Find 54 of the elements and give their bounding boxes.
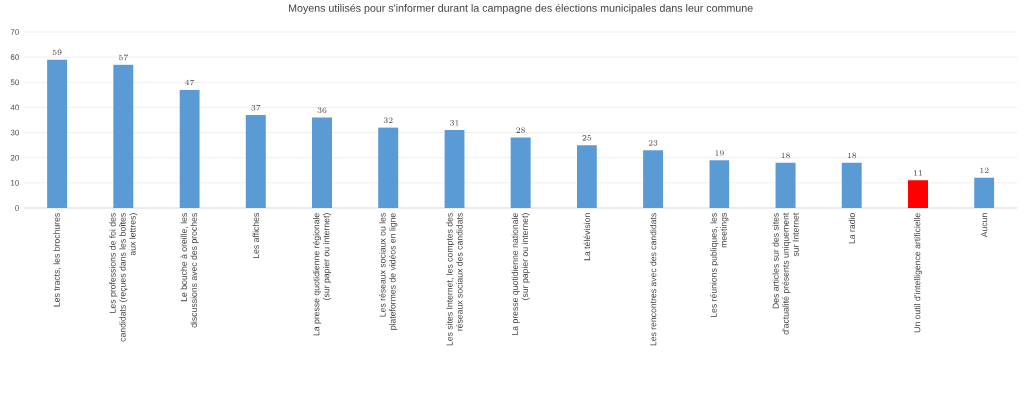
x-tick-label: Les tracts, les brochures xyxy=(53,213,61,307)
data-label: 12 xyxy=(980,167,989,174)
bar xyxy=(444,130,465,208)
data-label: 11 xyxy=(914,170,923,176)
x-tick-label: Des articles sur des sites d'actualité présents uniquement sur Internet xyxy=(772,212,799,335)
bar xyxy=(775,162,796,208)
bar xyxy=(245,114,266,208)
x-tick-label: La radio xyxy=(848,213,855,244)
y-tick-label: 20 xyxy=(10,154,19,161)
x-tick-label: La télévision xyxy=(583,213,591,261)
x-tick-label: Les professions de foi des candidats (reçues dans les boîtes aux lettres) xyxy=(109,213,138,342)
data-label: 18 xyxy=(781,152,790,159)
data-label: 18 xyxy=(847,152,857,159)
x-tick-label: La presse quotidienne nationale (sur papier ou internet) xyxy=(511,213,530,335)
x-tick-label: Le bouche à oreille, les discussions avec des proches xyxy=(180,213,199,328)
bar xyxy=(179,89,200,208)
x-tick-label: Les sites Internet, les comptes des réseaux sociaux des candidats xyxy=(446,213,463,346)
bar xyxy=(974,177,995,208)
x-tick-label: Les réseaux sociaux ou les plateformes de vidéos en ligne xyxy=(379,213,398,330)
bar xyxy=(312,117,333,208)
data-label: 31 xyxy=(450,120,459,126)
data-label: 57 xyxy=(119,54,128,61)
bar xyxy=(643,150,664,208)
data-label: 37 xyxy=(251,104,261,111)
data-label: 19 xyxy=(715,150,724,156)
y-tick-label: 50 xyxy=(10,79,19,86)
bar xyxy=(576,145,597,208)
data-label: 47 xyxy=(185,79,195,86)
x-tick-label: Les réunions publiques, les meetings xyxy=(710,213,729,318)
y-tick-label: 0 xyxy=(15,205,19,211)
x-tick-label: Les affiches xyxy=(252,213,259,259)
data-label: 23 xyxy=(648,140,658,146)
y-tick-label: 40 xyxy=(10,104,19,111)
bar xyxy=(113,64,134,208)
x-tick-label: Aucun xyxy=(981,213,988,238)
y-tick-label: 30 xyxy=(10,129,19,136)
bar xyxy=(510,137,531,208)
y-tick-label: 60 xyxy=(10,54,19,60)
data-label: 25 xyxy=(582,135,592,141)
bar xyxy=(378,127,399,208)
data-label: 32 xyxy=(383,117,393,123)
y-tick-label: 70 xyxy=(10,29,19,35)
bar xyxy=(908,180,929,208)
bar xyxy=(47,59,68,208)
data-label: 59 xyxy=(52,49,62,56)
data-label: 28 xyxy=(516,127,526,134)
x-tick-label: Les rencontres avec des candidats xyxy=(649,213,657,346)
bar xyxy=(709,160,730,208)
y-tick-label: 10 xyxy=(11,180,19,186)
x-tick-label: Un outil d'intelligence artificielle xyxy=(913,213,923,333)
chart-title: Moyens utilisés pour s'informer durant la campagne des élections municipales dans leur commune xyxy=(289,3,753,14)
data-label: 36 xyxy=(317,107,327,113)
bar xyxy=(841,162,862,208)
x-tick-label: La presse quotidienne régionale (sur papier ou internet) xyxy=(312,213,332,336)
